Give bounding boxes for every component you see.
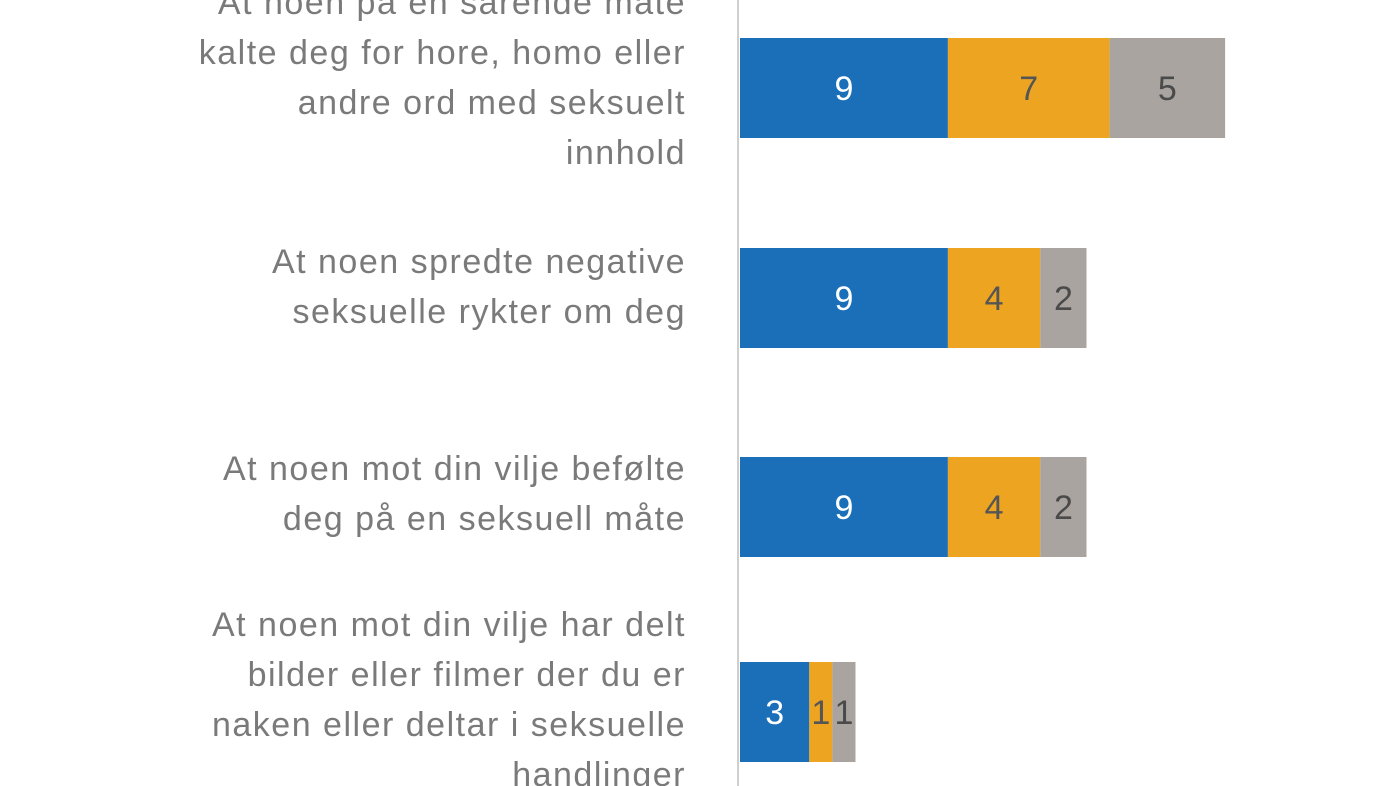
data-label: 4 [985,280,1004,318]
data-label: 1 [811,694,830,732]
data-label: 5 [1158,70,1177,108]
data-label: 3 [765,694,784,732]
category-label-line: At noen mot din vilje befølte [223,450,686,488]
category-label: At noen spredte negative seksuelle rykter… [272,243,686,331]
data-labels: 9 7 59 4 29 4 23 1 1 [765,70,1177,732]
data-label: 2 [1054,280,1073,318]
bar-segment [740,38,948,138]
category-label-line: kalte deg for hore, homo eller [199,34,686,72]
category-label: At noen mot din vilje befølte deg på en s… [223,450,686,538]
category-label-line: At noen på en sårende måte [218,0,686,22]
bar-segment [740,662,810,762]
bar-segment [1109,38,1226,138]
data-label: 4 [985,489,1004,527]
category-label-line: deg på en seksuell måte [283,500,686,538]
data-label: 7 [1019,70,1038,108]
bar-segment [740,457,948,557]
data-label: 9 [834,280,853,318]
data-label: 9 [834,489,853,527]
category-label-line: innhold [566,134,686,172]
bar-segment [1040,248,1087,348]
bar-segment [947,248,1041,348]
data-label: 2 [1054,489,1073,527]
category-label-line: seksuelle rykter om deg [292,293,686,331]
bar-segments [740,38,1226,762]
category-label-line: handlinger [512,756,686,786]
bar-segment [947,457,1041,557]
category-label: At noen på en sårende måte kalte deg for … [199,0,686,172]
bar-segment [809,662,833,762]
category-label-line: bilder eller filmer der du er [248,656,686,694]
data-label: 1 [834,694,853,732]
bar-segment [832,662,856,762]
bar-segment [1040,457,1087,557]
bar-segment [947,38,1110,138]
category-labels: At noen på en sårende måte kalte deg for … [199,0,686,786]
category-label-line: andre ord med seksuelt [298,84,686,122]
bar-segment [740,248,948,348]
category-label: At noen mot din vilje har delt bilder ell… [212,606,686,786]
category-label-line: At noen mot din vilje har delt [212,606,686,644]
data-label: 9 [834,70,853,108]
category-label-line: naken eller deltar i seksuelle [212,706,686,744]
category-label-line: At noen spredte negative [272,243,686,281]
